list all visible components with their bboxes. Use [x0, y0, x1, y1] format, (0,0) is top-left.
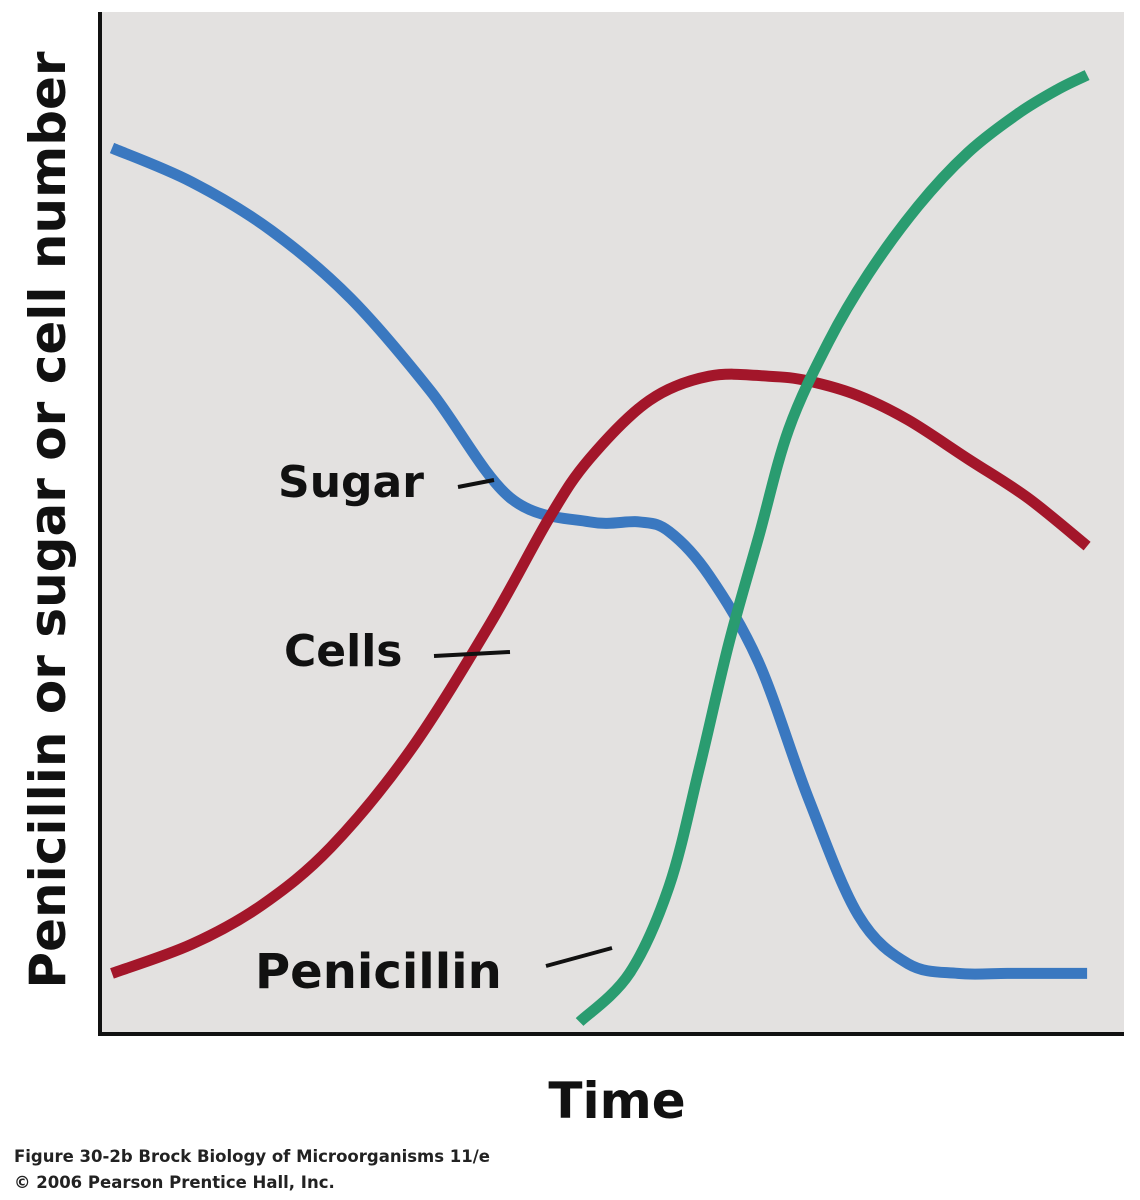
series-label-penicillin: Penicillin: [255, 944, 502, 1000]
series-line-cells: [110, 368, 1091, 979]
series-group: [109, 70, 1091, 1027]
copyright-notice: © 2006 Pearson Prentice Hall, Inc.: [14, 1173, 335, 1192]
series-line-sugar: [109, 142, 1088, 980]
leader-line-cells: [433, 650, 511, 658]
series-line-penicillin: [575, 70, 1090, 1027]
y-axis-label: Penicillin or sugar or cell number: [19, 51, 77, 989]
x-axis-label: Time: [548, 1072, 685, 1130]
series-label-sugar: Sugar: [278, 457, 424, 508]
series-label-cells: Cells: [284, 626, 403, 677]
leader-line-sugar: [457, 478, 495, 489]
figure-caption: Figure 30-2b Brock Biology of Microorgan…: [14, 1147, 490, 1166]
leader-lines: [433, 478, 613, 968]
leader-line-penicillin: [545, 946, 613, 968]
